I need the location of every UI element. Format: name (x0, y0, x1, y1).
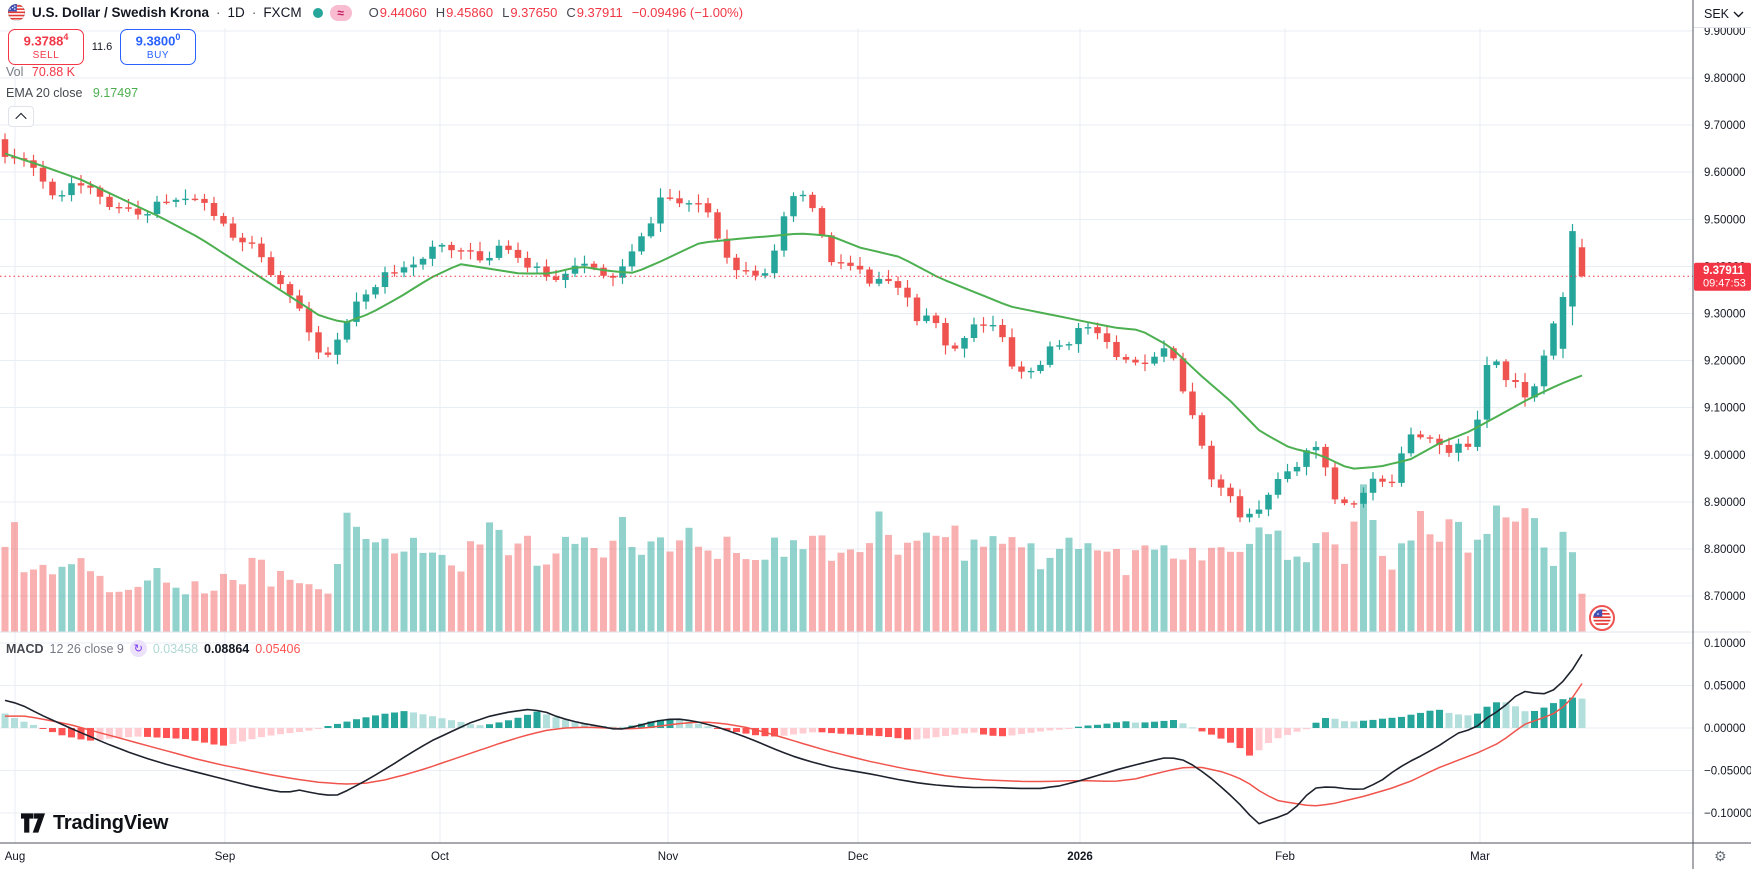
dot-separator: · (251, 5, 257, 20)
delayed-data-icon[interactable]: ≈ (329, 4, 352, 21)
svg-text:0.00000: 0.00000 (1704, 723, 1746, 735)
price-axis[interactable]: 9.900009.800009.700009.600009.500009.400… (1704, 26, 1751, 820)
symbol-title[interactable]: U.S. Dollar / Swedish Krona (32, 5, 210, 20)
buy-price-sup: 0 (175, 32, 181, 43)
volume-legend[interactable]: Vol 70.88 K (6, 65, 75, 79)
svg-text:−0.05000: −0.05000 (1704, 766, 1751, 778)
macd-signal-line (5, 683, 1583, 807)
macd-params: 12 26 close 9 (49, 641, 124, 656)
ema-value: 9.17497 (92, 86, 139, 100)
svg-text:9.90000: 9.90000 (1704, 26, 1746, 38)
volume-value: 70.88 K (31, 65, 75, 79)
buy-button[interactable]: 9.38000 BUY (120, 29, 196, 65)
svg-text:9.20000: 9.20000 (1704, 356, 1746, 368)
close-label: C (566, 5, 576, 20)
sell-button[interactable]: 9.37884 SELL (8, 29, 84, 65)
currency-selector[interactable]: SEK (1694, 0, 1751, 28)
macd-label: MACD (6, 641, 44, 656)
time-axis[interactable]: Aug Sep Oct Nov Dec 2026 Feb Mar ⚙ (5, 848, 1727, 864)
tradingview-logo-icon (20, 813, 46, 833)
macd-main-line (4, 653, 1583, 825)
order-panel: 9.37884 SELL 11.6 9.38000 BUY (8, 29, 196, 65)
high-value: 9.45860 (446, 5, 494, 20)
collapse-pane-button[interactable] (8, 106, 34, 127)
open-label: O (368, 5, 379, 20)
svg-text:Aug: Aug (5, 851, 25, 863)
svg-text:Nov: Nov (658, 851, 679, 863)
symbol-header[interactable]: U.S. Dollar / Swedish Krona · 1D · FXCM … (8, 4, 743, 21)
svg-text:Oct: Oct (431, 851, 450, 863)
macd-hist-value: 0.03458 (152, 641, 199, 656)
grid-lines (0, 28, 1693, 843)
buy-price: 9.3800 (135, 33, 176, 49)
buy-label: BUY (146, 49, 170, 61)
svg-text:9.30000: 9.30000 (1704, 309, 1746, 321)
symbol-flag-marker (1589, 605, 1615, 631)
sell-price: 9.3788 (23, 33, 64, 49)
low-label: L (502, 5, 510, 20)
svg-text:9.10000: 9.10000 (1704, 403, 1746, 415)
svg-text:09:47:53: 09:47:53 (1703, 278, 1746, 290)
ema-line (4, 152, 1583, 470)
svg-text:Mar: Mar (1470, 851, 1490, 863)
macd-signal-value: 0.05406 (255, 641, 301, 656)
svg-text:Feb: Feb (1275, 851, 1295, 863)
timezone-settings-gear-icon[interactable]: ⚙ (1714, 848, 1727, 864)
close-value: 9.37911 (576, 5, 623, 20)
svg-text:8.80000: 8.80000 (1704, 544, 1746, 556)
high-label: H (435, 5, 446, 20)
svg-text:9.50000: 9.50000 (1704, 214, 1746, 226)
macd-legend[interactable]: MACD 12 26 close 9 ↻ 0.03458 0.08864 0.0… (6, 640, 300, 657)
svg-text:0.10000: 0.10000 (1704, 638, 1746, 650)
svg-text:9.00000: 9.00000 (1704, 450, 1746, 462)
spread-value: 11.6 (91, 41, 113, 53)
low-value: 9.37650 (510, 5, 558, 20)
svg-text:Dec: Dec (848, 851, 869, 863)
macd-histogram (1, 697, 1586, 756)
svg-text:SEK: SEK (1704, 7, 1730, 21)
open-value: 9.44060 (379, 5, 427, 20)
ohlc-values: O9.44060 H9.45860 L9.37650 C9.37911 (369, 5, 623, 20)
chevron-down-icon (1733, 11, 1744, 18)
change-value: −0.09496 (−1.00%) (631, 5, 744, 20)
svg-text:9.80000: 9.80000 (1704, 73, 1746, 85)
volume-label: Vol (6, 65, 24, 79)
candlestick-series (1, 133, 1586, 523)
refresh-icon[interactable]: ↻ (129, 640, 147, 657)
svg-text:9.37911: 9.37911 (1703, 265, 1745, 277)
interval-label[interactable]: 1D (227, 5, 245, 20)
svg-text:0.05000: 0.05000 (1704, 681, 1746, 693)
tradingview-watermark[interactable]: TradingView (20, 811, 168, 835)
svg-text:9.70000: 9.70000 (1704, 120, 1746, 132)
svg-text:2026: 2026 (1067, 851, 1093, 863)
svg-text:Sep: Sep (215, 851, 235, 863)
svg-text:−0.10000: −0.10000 (1704, 808, 1751, 820)
exchange-label[interactable]: FXCM (263, 5, 302, 20)
volume-series (1, 484, 1586, 632)
macd-line-value: 0.08864 (204, 641, 250, 656)
svg-text:8.70000: 8.70000 (1704, 591, 1746, 603)
tradingview-logo-text: TradingView (53, 811, 169, 834)
svg-text:9.60000: 9.60000 (1704, 167, 1746, 179)
svg-text:8.90000: 8.90000 (1704, 497, 1746, 509)
us-flag-icon (8, 4, 25, 21)
chevron-up-icon (15, 112, 27, 124)
ema-label: EMA 20 close (6, 86, 83, 100)
ema-legend[interactable]: EMA 20 close 9.17497 (6, 86, 138, 100)
sell-price-sup: 4 (63, 32, 69, 43)
market-status-icon[interactable] (312, 7, 323, 18)
sell-label: SELL (32, 49, 60, 61)
dot-separator: · (216, 5, 221, 20)
